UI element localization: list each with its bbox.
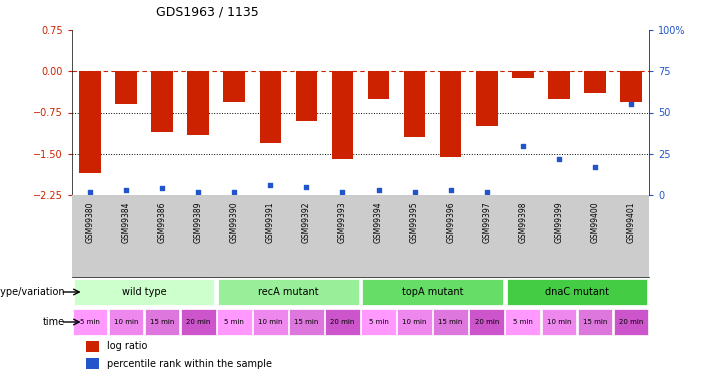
Bar — [181, 309, 215, 334]
Text: 10 min: 10 min — [402, 319, 427, 325]
Text: 10 min: 10 min — [258, 319, 283, 325]
Text: GSM99384: GSM99384 — [121, 201, 130, 243]
Text: GSM99391: GSM99391 — [266, 201, 275, 243]
Text: GSM99400: GSM99400 — [590, 201, 599, 243]
Text: 15 min: 15 min — [294, 319, 318, 325]
Bar — [259, 71, 281, 143]
Bar — [109, 309, 144, 334]
Text: GSM99395: GSM99395 — [410, 201, 419, 243]
Point — [156, 185, 168, 191]
Bar — [296, 71, 318, 121]
Bar — [325, 309, 360, 334]
Bar — [620, 71, 642, 102]
Bar — [224, 71, 245, 102]
Bar — [332, 71, 353, 159]
Text: 15 min: 15 min — [438, 319, 463, 325]
Bar — [74, 279, 215, 304]
Bar — [145, 309, 179, 334]
Text: GDS1963 / 1135: GDS1963 / 1135 — [156, 6, 259, 19]
Point — [337, 189, 348, 195]
Text: 5 min: 5 min — [513, 319, 533, 325]
Point — [193, 189, 204, 195]
Text: 5 min: 5 min — [224, 319, 244, 325]
Text: GSM99394: GSM99394 — [374, 201, 383, 243]
Text: wild type: wild type — [122, 287, 166, 297]
Text: 5 min: 5 min — [369, 319, 388, 325]
Bar — [433, 309, 468, 334]
Text: 15 min: 15 min — [583, 319, 607, 325]
Text: 20 min: 20 min — [475, 319, 499, 325]
Bar — [79, 71, 101, 173]
Bar — [397, 309, 432, 334]
Bar — [505, 309, 540, 334]
Text: 20 min: 20 min — [619, 319, 643, 325]
Point — [445, 187, 456, 193]
Bar — [187, 71, 209, 135]
Bar — [584, 71, 606, 93]
Text: GSM99389: GSM99389 — [193, 201, 203, 243]
Point — [121, 187, 132, 193]
Point — [84, 189, 95, 195]
Text: 10 min: 10 min — [547, 319, 571, 325]
Text: 10 min: 10 min — [114, 319, 138, 325]
Bar — [151, 71, 173, 132]
Bar — [115, 71, 137, 104]
Point — [301, 184, 312, 190]
Text: dnaC mutant: dnaC mutant — [545, 287, 609, 297]
Text: GSM99390: GSM99390 — [230, 201, 239, 243]
Text: genotype/variation: genotype/variation — [0, 287, 65, 297]
Bar — [217, 309, 252, 334]
Text: percentile rank within the sample: percentile rank within the sample — [107, 358, 272, 369]
Text: 20 min: 20 min — [330, 319, 355, 325]
Point — [265, 182, 276, 188]
Text: GSM99399: GSM99399 — [554, 201, 564, 243]
Bar — [362, 279, 503, 304]
Text: topA mutant: topA mutant — [402, 287, 463, 297]
Point — [481, 189, 492, 195]
Point — [590, 164, 601, 170]
Text: GSM99397: GSM99397 — [482, 201, 491, 243]
Point — [409, 189, 420, 195]
Text: log ratio: log ratio — [107, 341, 148, 351]
Text: GSM99393: GSM99393 — [338, 201, 347, 243]
Point — [553, 156, 564, 162]
Text: GSM99386: GSM99386 — [158, 201, 167, 243]
Point — [517, 142, 529, 148]
Text: 20 min: 20 min — [186, 319, 210, 325]
Text: GSM99401: GSM99401 — [627, 201, 636, 243]
Text: recA mutant: recA mutant — [258, 287, 319, 297]
Point — [625, 101, 637, 107]
Text: GSM99380: GSM99380 — [86, 201, 95, 243]
Bar — [542, 309, 576, 334]
Bar — [476, 71, 498, 126]
Text: 15 min: 15 min — [150, 319, 175, 325]
Bar — [507, 279, 647, 304]
Text: time: time — [43, 317, 65, 327]
Point — [229, 189, 240, 195]
Bar — [218, 279, 359, 304]
Text: 5 min: 5 min — [80, 319, 100, 325]
Bar — [470, 309, 504, 334]
Bar — [613, 309, 648, 334]
Bar — [578, 309, 612, 334]
Bar — [512, 71, 533, 78]
Bar — [73, 309, 107, 334]
Bar — [361, 309, 396, 334]
Bar — [86, 358, 100, 369]
Text: GSM99396: GSM99396 — [446, 201, 455, 243]
Bar — [404, 71, 426, 137]
Bar — [368, 71, 389, 99]
Point — [373, 187, 384, 193]
Text: GSM99398: GSM99398 — [518, 201, 527, 243]
Bar — [253, 309, 287, 334]
Bar — [440, 71, 461, 156]
Bar — [86, 340, 100, 352]
Bar — [548, 71, 570, 99]
Bar — [289, 309, 324, 334]
Text: GSM99392: GSM99392 — [302, 201, 311, 243]
